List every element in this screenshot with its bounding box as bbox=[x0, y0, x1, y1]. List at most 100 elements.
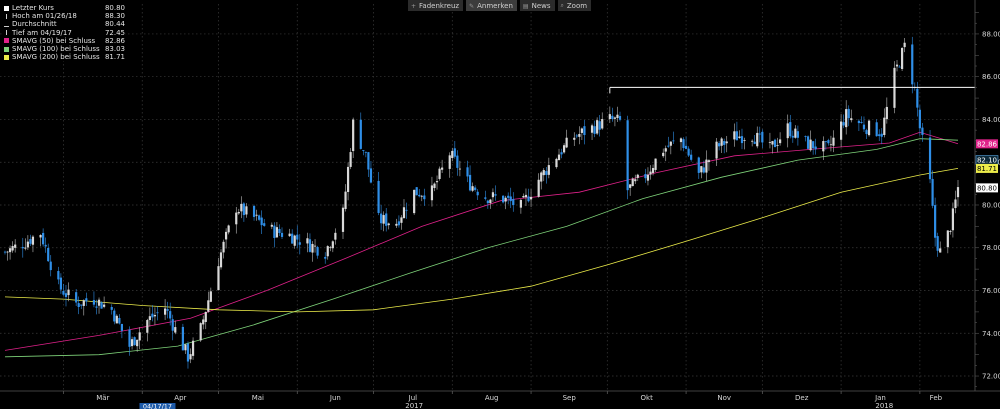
news-icon: ▤ bbox=[522, 2, 529, 10]
candle-body bbox=[812, 141, 815, 149]
legend-label: SMAVG (50) bei Schluss bbox=[12, 36, 96, 45]
candle-body bbox=[245, 206, 248, 215]
candle-body bbox=[644, 174, 647, 179]
candle-body bbox=[113, 310, 116, 322]
x-tick-label: Sep bbox=[563, 394, 577, 402]
square-marker bbox=[4, 46, 9, 52]
zoom-button[interactable]: ⌕ Zoom bbox=[557, 0, 592, 11]
candle-body bbox=[115, 315, 118, 324]
candle-body bbox=[636, 174, 639, 178]
candle-body bbox=[954, 199, 957, 209]
candle-body bbox=[880, 133, 883, 137]
moving-averages bbox=[4, 131, 959, 358]
fadenkreuz-button[interactable]: + Fadenkreuz bbox=[408, 0, 464, 11]
candle-body bbox=[80, 304, 83, 306]
candle-body bbox=[956, 187, 960, 198]
y-tick-label: 88.00 bbox=[982, 30, 1000, 38]
candle-body bbox=[14, 244, 17, 248]
candle-body bbox=[184, 344, 187, 351]
candle-body bbox=[359, 119, 362, 149]
candle-body bbox=[865, 130, 868, 134]
candle-body bbox=[860, 121, 863, 123]
candle-body bbox=[845, 109, 848, 128]
candle-body bbox=[751, 140, 754, 142]
candle-body bbox=[702, 167, 705, 173]
candle-body bbox=[438, 168, 441, 179]
candle-body bbox=[720, 138, 723, 146]
candle-body bbox=[598, 121, 601, 130]
candle-body bbox=[822, 141, 825, 152]
candle-body bbox=[504, 197, 507, 202]
candle-body bbox=[77, 303, 80, 307]
candle-body bbox=[664, 148, 667, 152]
candle-body bbox=[367, 152, 370, 170]
candle-body bbox=[153, 314, 157, 317]
candle-body bbox=[654, 158, 657, 170]
candle-body bbox=[258, 215, 261, 220]
candle-body bbox=[47, 247, 50, 262]
square-marker bbox=[4, 5, 9, 11]
candle-body bbox=[885, 106, 888, 120]
chart-toolbar: + Fadenkreuz ✎ Anmerken ▤ News ⌕ Zoom bbox=[408, 0, 592, 11]
legend-value: 72.45 bbox=[104, 28, 125, 37]
candle-body bbox=[651, 168, 655, 173]
candle-body bbox=[883, 117, 886, 136]
candle-body bbox=[733, 131, 736, 140]
sma-line-2 bbox=[4, 138, 959, 358]
candle-body bbox=[616, 114, 619, 118]
candle-body bbox=[555, 158, 558, 168]
candle-body bbox=[263, 223, 266, 226]
candle-body bbox=[118, 317, 121, 324]
candle-body bbox=[400, 217, 403, 223]
x-tick-label: Feb bbox=[930, 394, 943, 402]
candle-body bbox=[502, 195, 505, 203]
candle-body bbox=[402, 207, 406, 218]
candle-body bbox=[705, 159, 708, 173]
candle-body bbox=[540, 172, 543, 182]
candle-body bbox=[222, 241, 225, 253]
candle-body bbox=[181, 326, 184, 351]
anmerken-button[interactable]: ✎ Anmerken bbox=[466, 0, 517, 11]
toolbar-button-label: Zoom bbox=[566, 2, 588, 10]
candle-body bbox=[829, 144, 833, 146]
candle-body bbox=[120, 323, 124, 331]
candle-body bbox=[758, 133, 761, 135]
candle-body bbox=[224, 231, 228, 240]
candle-body bbox=[64, 293, 68, 297]
legend-item: Letzter Kurs 80.80 bbox=[4, 4, 125, 12]
candle-body bbox=[92, 299, 96, 305]
candle-body bbox=[779, 139, 782, 144]
candle-body bbox=[476, 191, 479, 196]
news-button[interactable]: ▤ News bbox=[519, 0, 555, 11]
candle-body bbox=[682, 139, 685, 149]
candle-body bbox=[415, 187, 418, 196]
legend-label: Durchschnitt bbox=[12, 20, 57, 29]
candle-body bbox=[824, 141, 827, 143]
candle-body bbox=[547, 165, 550, 175]
candle-body bbox=[331, 241, 334, 249]
candle-body bbox=[382, 215, 385, 224]
candle-body bbox=[494, 194, 497, 196]
candle-body bbox=[136, 339, 139, 347]
candle-body bbox=[237, 211, 240, 214]
candle-body bbox=[130, 339, 134, 347]
candle-body bbox=[474, 187, 477, 190]
candle-body bbox=[524, 194, 528, 198]
candle-body bbox=[24, 247, 27, 249]
candle-body bbox=[346, 166, 350, 192]
candle-body bbox=[662, 152, 665, 157]
candle-body bbox=[725, 141, 728, 144]
candle-body bbox=[565, 137, 568, 148]
candle-body bbox=[31, 236, 35, 245]
candle-body bbox=[21, 246, 24, 249]
candle-body bbox=[557, 154, 561, 161]
candle-body bbox=[103, 304, 106, 307]
candle-body bbox=[796, 131, 799, 138]
x-tick-label: Aug bbox=[485, 394, 499, 402]
candle-body bbox=[240, 203, 243, 212]
candle-body bbox=[217, 266, 220, 291]
legend-label: SMAVG (100) bei Schluss bbox=[12, 45, 100, 54]
candle-body bbox=[484, 197, 487, 199]
